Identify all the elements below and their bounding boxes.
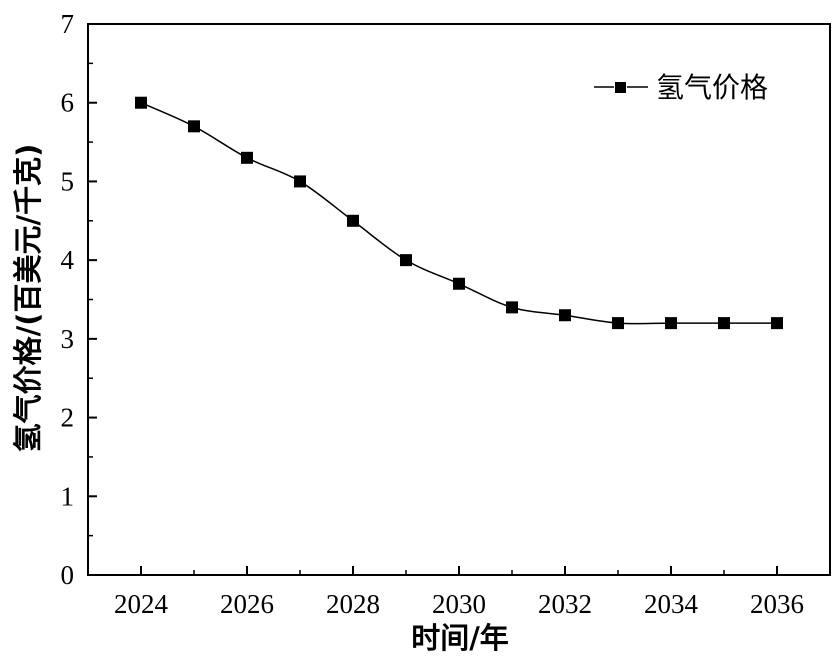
y-tick-label: 3 — [61, 324, 75, 354]
y-tick-label: 5 — [61, 166, 75, 196]
series-line — [140, 102, 777, 325]
data-point — [188, 120, 200, 133]
x-tick-label: 2030 — [432, 589, 486, 619]
legend-label: 氢气价格 — [656, 71, 768, 104]
data-point — [559, 309, 571, 322]
x-tick-label: 2036 — [750, 589, 804, 619]
series-layer — [135, 96, 783, 330]
x-tick-label: 2026 — [220, 589, 274, 619]
y-axis-title: 氢气价格/(百美元/千克) — [11, 144, 45, 453]
legend-marker — [615, 82, 626, 93]
y-tick-label: 7 — [61, 9, 75, 39]
data-point — [241, 151, 253, 164]
x-axis-title: 时间/年 — [411, 621, 509, 655]
data-point — [718, 317, 730, 330]
data-point — [294, 175, 306, 188]
data-point — [665, 317, 677, 330]
data-point — [771, 317, 783, 330]
data-point — [347, 214, 359, 227]
x-tick-label: 2028 — [326, 589, 380, 619]
y-tick-label: 0 — [61, 560, 75, 590]
x-tick-label: 2032 — [538, 589, 592, 619]
x-tick-label: 2034 — [644, 589, 699, 619]
data-point — [506, 301, 518, 314]
y-axis: 0 1 2 3 4 5 6 7 — [61, 9, 97, 590]
y-tick-label: 2 — [61, 403, 75, 433]
legend: 氢气价格 — [594, 71, 768, 104]
plot-frame — [87, 23, 831, 576]
data-point — [453, 277, 465, 290]
data-point — [135, 96, 147, 109]
x-axis: 2024 2026 2028 2030 2032 2034 2036 — [114, 566, 804, 619]
y-tick-label: 1 — [61, 481, 75, 511]
y-tick-label: 6 — [61, 88, 75, 118]
x-tick-label: 2024 — [114, 589, 169, 619]
data-point — [612, 317, 624, 330]
data-point — [400, 254, 412, 267]
y-tick-label: 4 — [61, 245, 75, 275]
